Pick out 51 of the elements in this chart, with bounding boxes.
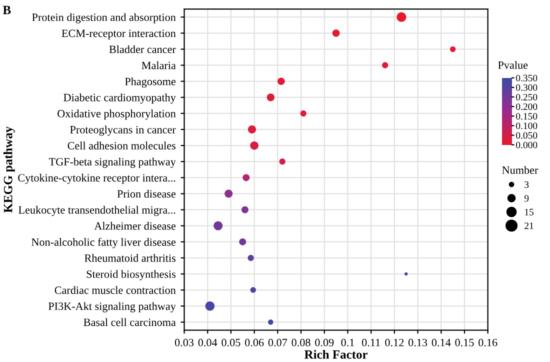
color-bar-label: 0.050 [516, 132, 538, 139]
color-bar-label: 0.100 [516, 122, 538, 130]
legend-label: 21 [524, 222, 534, 230]
x-tick-label: 0.08 [292, 338, 310, 346]
y-tick-label: Cardiac muscle contraction [54, 286, 176, 294]
x-tick-label: 0.09 [315, 338, 334, 346]
x-tick-label: 0.1 [341, 338, 354, 346]
y-tick-label: Phagosome [125, 77, 176, 88]
x-tick-label: 0.03 [174, 338, 194, 346]
color-bar-label: 0.200 [516, 103, 538, 110]
x-tick-label: 0.16 [478, 338, 498, 346]
y-tick-label: Alzheimer disease [94, 222, 176, 230]
color-bar-label: 0.000 [516, 142, 538, 148]
x-tick-label: 0.13 [408, 338, 428, 346]
color-bar-label: 0.150 [516, 113, 538, 120]
x-tick-label: 0.12 [385, 338, 404, 346]
legend-label: 9 [524, 195, 529, 202]
y-tick-label: ECM-receptor interaction [62, 30, 176, 40]
x-tick-label: 0.07 [268, 338, 288, 346]
x-tick-label: 0.11 [362, 338, 380, 346]
x-tick-label: 0.04 [198, 338, 218, 346]
y-tick-label: Oxidative phosphorylation [58, 110, 176, 120]
y-tick-label: Malaria [142, 61, 176, 70]
x-tick-label: 0.06 [245, 338, 264, 346]
color-bar-label: 0.300 [516, 84, 538, 91]
legend-label: 3 [524, 181, 529, 188]
color-bar-label: 0.250 [516, 94, 538, 100]
y-tick-label: Cytokine-cytokine receptor intera... [18, 174, 176, 184]
y-tick-label: Proteoglycans in cancer [70, 126, 176, 136]
y-tick-label: Bladder cancer [109, 45, 176, 54]
color-bar-title: Pvalue [498, 61, 528, 69]
y-tick-label: Prion disease [117, 190, 176, 198]
y-tick-label: Non-alcoholic fatty liver disease [32, 238, 176, 248]
color-bar-label: 0.350 [516, 74, 538, 82]
legend-title: Number [502, 166, 538, 174]
y-tick-label: Leukocyte transendothelial migra... [18, 206, 176, 216]
text: B [2, 6, 11, 14]
legend-label: 15 [525, 208, 534, 216]
y-tick-label: Diabetic cardiomyopathy [64, 93, 176, 104]
y-tick-label: PI3K-Akt signaling pathway [48, 302, 176, 312]
y-tick-label: Rheumatoid arthritis [84, 254, 176, 262]
x-axis-title: Rich Factor [304, 350, 368, 359]
y-axis-title: KEGG pathway [3, 126, 15, 213]
y-tick-label: Protein digestion and absorption [32, 13, 176, 24]
y-tick-label: Cell adhesion molecules [68, 142, 176, 150]
y-tick-label: Basal cell carcinoma [84, 318, 176, 326]
x-tick-label: 0.05 [222, 338, 240, 346]
x-tick-label: 0.14 [432, 338, 451, 346]
y-tick-label: Steroid biosynthesis [86, 270, 176, 280]
y-tick-label: TGF-beta signaling pathway [48, 158, 176, 168]
x-tick-label: 0.15 [455, 338, 474, 346]
